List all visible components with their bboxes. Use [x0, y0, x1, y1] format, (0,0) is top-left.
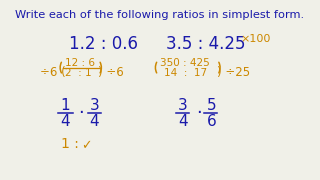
Text: 6: 6	[206, 114, 216, 129]
Text: 4: 4	[90, 114, 99, 129]
Text: ✓: ✓	[81, 139, 92, 152]
Text: 3.5 : 4.25: 3.5 : 4.25	[165, 35, 245, 53]
Text: ·: ·	[78, 104, 84, 122]
Text: ·: ·	[196, 104, 202, 122]
Text: 3: 3	[178, 98, 188, 112]
Text: 3: 3	[90, 98, 99, 112]
Text: 4: 4	[60, 114, 70, 129]
Text: 12 : 6: 12 : 6	[65, 58, 95, 68]
Text: 4: 4	[178, 114, 188, 129]
Text: 1: 1	[60, 98, 70, 112]
Text: ×100: ×100	[240, 34, 270, 44]
Text: 1.2 : 0.6: 1.2 : 0.6	[69, 35, 138, 53]
Text: 350 : 425: 350 : 425	[160, 58, 210, 68]
Text: ÷6 (: ÷6 (	[40, 66, 66, 79]
Text: 1 :: 1 :	[60, 137, 78, 151]
Text: 5: 5	[206, 98, 216, 112]
Text: Write each of the following ratios in simplest form.: Write each of the following ratios in si…	[15, 10, 305, 20]
Text: ) ÷25: ) ÷25	[217, 66, 250, 79]
Text: 2  : 1: 2 : 1	[65, 68, 92, 78]
Text: ) ÷6: ) ÷6	[98, 66, 124, 79]
Text: 14  :  17: 14 : 17	[164, 68, 207, 78]
